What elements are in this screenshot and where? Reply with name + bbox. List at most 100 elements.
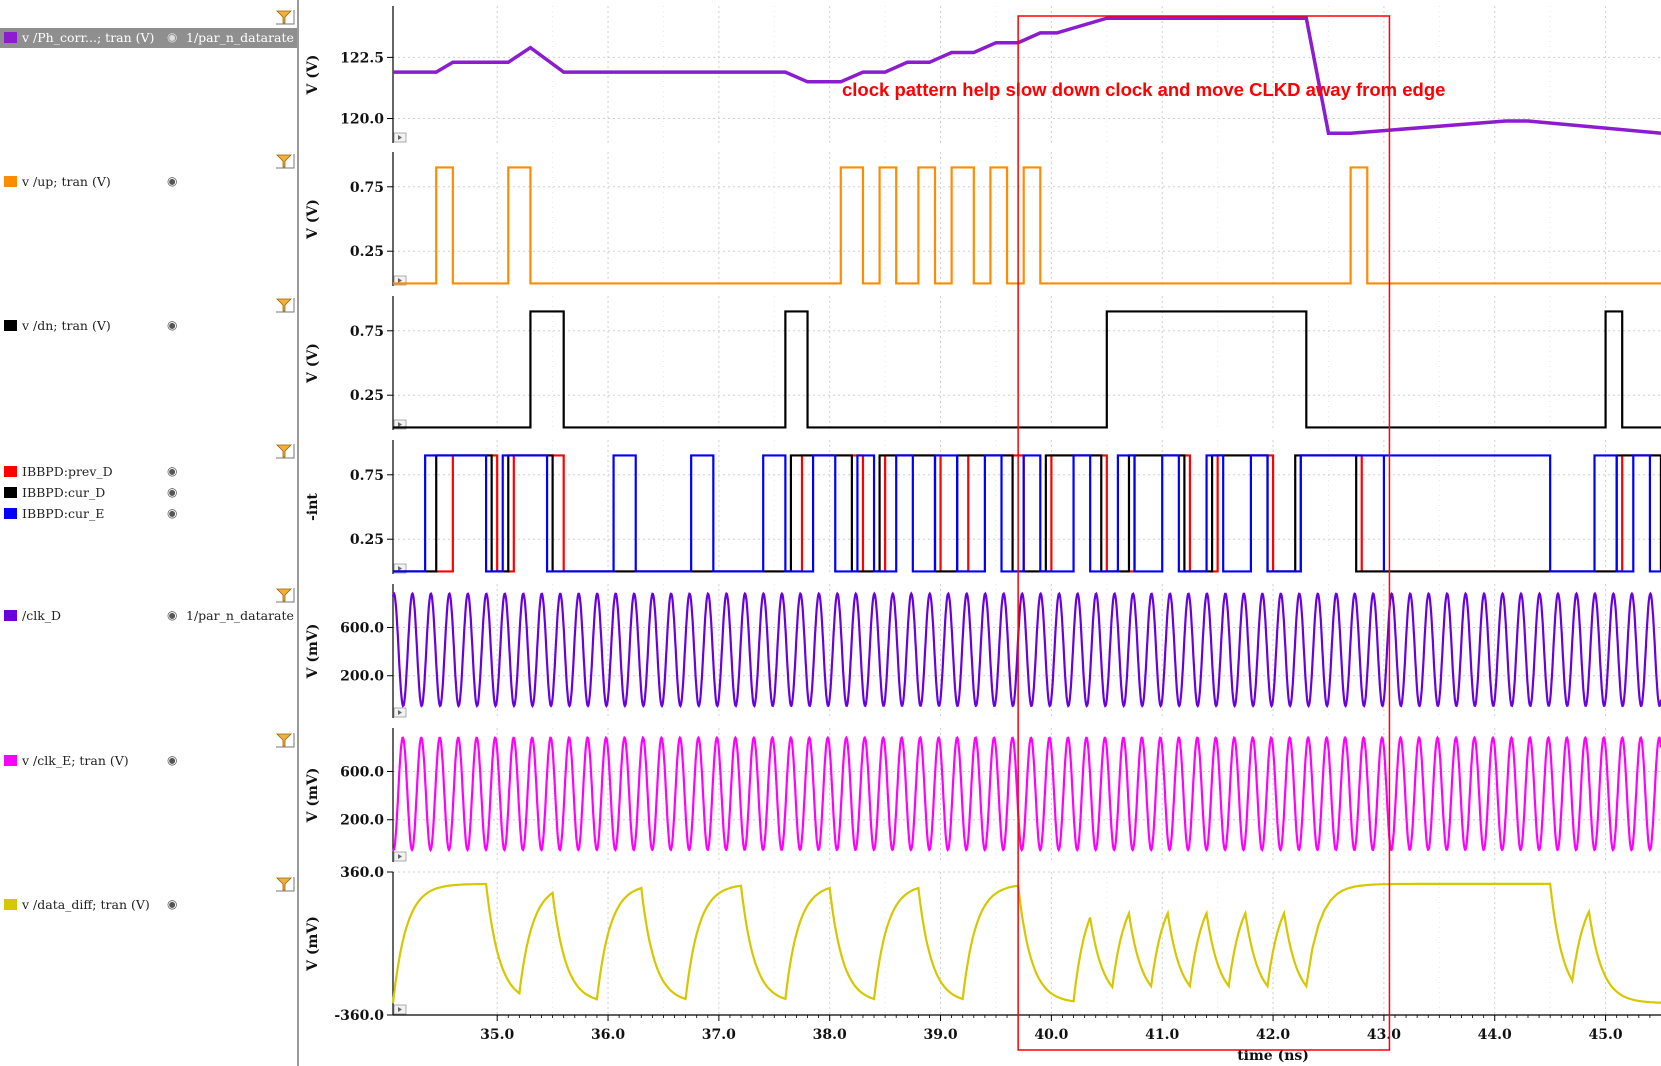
strip-expand-arrow (398, 710, 402, 715)
legend-trace-name: v /up; tran (V) (22, 174, 111, 189)
legend-color-swatch (4, 466, 17, 477)
y-tick-label: 0.25 (350, 532, 384, 548)
legend-entry[interactable]: v /up; tran (V) ◉ (0, 172, 297, 192)
legend-trace-name: v /data_diff; tran (V) (22, 897, 150, 912)
filter-funnel-icon[interactable] (275, 443, 295, 459)
y-tick-label: 120.0 (340, 112, 384, 128)
x-tick-label: 42.0 (1256, 1027, 1290, 1043)
x-tick-label: 36.0 (591, 1027, 625, 1043)
legend-color-swatch (4, 899, 17, 910)
x-tick-label: 37.0 (702, 1027, 736, 1043)
eye-icon[interactable]: ◉ (167, 485, 178, 499)
strip-expand-arrow (398, 135, 402, 140)
legend-trace-name: v /clk_E; tran (V) (22, 753, 129, 768)
legend-trace-name: /clk_D (22, 608, 62, 623)
y-tick-label: 600.0 (340, 620, 384, 636)
x-axis-label: time (ns) (1237, 1048, 1309, 1064)
legend-color-swatch (4, 487, 17, 498)
series-line-3-2 (393, 454, 1661, 573)
strip-4: 600.0 200.0 V (mV) (305, 584, 1661, 718)
x-tick-label: 45.0 (1589, 1027, 1623, 1043)
strip-3: 0.75 0.25 -int (305, 440, 1661, 574)
y-axis-label: V (mV) (305, 768, 321, 824)
x-tick-label: 39.0 (923, 1027, 957, 1043)
eye-icon[interactable]: ◉ (167, 318, 178, 332)
strip-expand-arrow (398, 566, 402, 571)
eye-icon[interactable]: ◉ (167, 506, 178, 520)
y-tick-label: 200.0 (340, 813, 384, 829)
y-tick-label: 0.75 (350, 324, 384, 340)
eye-icon[interactable]: ◉ (167, 608, 178, 622)
y-tick-label: 122.5 (340, 50, 384, 66)
series-line-2-0 (393, 310, 1661, 429)
legend-entry[interactable]: IBBPD:prev_D ◉ (0, 462, 297, 482)
strip-background (393, 296, 1661, 430)
strip-background (393, 152, 1661, 286)
filter-funnel-icon[interactable] (275, 9, 295, 25)
strip-expand-arrow (398, 422, 402, 427)
y-tick-label: 0.75 (350, 180, 384, 196)
filter-funnel-icon[interactable] (275, 732, 295, 748)
eye-icon[interactable]: ◉ (167, 30, 178, 44)
y-tick-label: 360.0 (340, 865, 384, 881)
legend-trace-name: v /Ph_corr...; tran (V) (22, 30, 155, 45)
eye-icon[interactable]: ◉ (167, 753, 178, 767)
strip-background (393, 440, 1661, 574)
annotation-text: clock pattern help slow down clock and m… (842, 79, 1445, 100)
y-tick-label: 200.0 (340, 669, 384, 685)
legend-entry[interactable]: IBBPD:cur_D ◉ (0, 483, 297, 503)
legend-entry[interactable]: v /data_diff; tran (V) ◉ (0, 895, 297, 915)
strip-background (393, 6, 1661, 143)
y-axis-label: V (mV) (305, 624, 321, 680)
legend-trace-name: v /dn; tran (V) (22, 318, 111, 333)
strip-expand-arrow (398, 278, 402, 283)
strip-0: 122.5 120.0 V (V) (305, 6, 1661, 143)
legend-color-swatch (4, 508, 17, 519)
y-tick-label: 0.25 (350, 388, 384, 404)
trace-legend-panel: v /Ph_corr...; tran (V) ◉ 1/par_n_datarate… (0, 0, 299, 1066)
filter-funnel-icon[interactable] (275, 876, 295, 892)
legend-entry[interactable]: /clk_D ◉ 1/par_n_datarate (0, 606, 297, 626)
y-axis-label: V (V) (305, 343, 321, 384)
y-axis-label: V (mV) (305, 916, 321, 972)
strip-expand-arrow (398, 1007, 402, 1012)
strip-1: 0.75 0.25 V (V) (305, 152, 1661, 286)
legend-transform-label: 1/par_n_datarate (186, 30, 294, 45)
strip-2: 0.75 0.25 V (V) (305, 296, 1661, 430)
legend-entry[interactable]: v /Ph_corr...; tran (V) ◉ 1/par_n_datarate (0, 28, 297, 48)
legend-color-swatch (4, 755, 17, 766)
filter-funnel-icon[interactable] (275, 587, 295, 603)
x-axis: 35.0 36.0 37.0 38.0 39.0 40.0 41.0 42.0 43.0 44.0… (393, 1014, 1661, 1064)
legend-color-swatch (4, 176, 17, 187)
y-tick-label: 0.75 (350, 468, 384, 484)
legend-trace-name: IBBPD:cur_E (22, 506, 105, 521)
legend-trace-name: IBBPD:prev_D (22, 464, 113, 479)
y-axis-label: V (V) (305, 199, 321, 240)
eye-icon[interactable]: ◉ (167, 464, 178, 478)
eye-icon[interactable]: ◉ (167, 174, 178, 188)
series-line-4-0 (391, 591, 1661, 709)
legend-color-swatch (4, 320, 17, 331)
filter-funnel-icon[interactable] (275, 297, 295, 313)
legend-entry[interactable]: IBBPD:cur_E ◉ (0, 504, 297, 524)
x-tick-label: 40.0 (1034, 1027, 1068, 1043)
x-tick-label: 41.0 (1145, 1027, 1179, 1043)
series-line-0-0 (393, 16, 1661, 135)
strip-6: 360.0 -360.0 V (mV) (305, 865, 1661, 1024)
eye-icon[interactable]: ◉ (167, 897, 178, 911)
legend-entry[interactable]: v /clk_E; tran (V) ◉ (0, 751, 297, 771)
y-tick-label: 600.0 (340, 764, 384, 780)
series-line-1-0 (393, 166, 1661, 285)
strip-expand-arrow (398, 854, 402, 859)
series-line-6-0 (391, 882, 1661, 1004)
y-axis-label: -int (305, 493, 321, 521)
legend-entry[interactable]: v /dn; tran (V) ◉ (0, 316, 297, 336)
filter-funnel-icon[interactable] (275, 153, 295, 169)
x-tick-label: 44.0 (1478, 1027, 1512, 1043)
annotation-box (1017, 15, 1391, 1051)
x-tick-label: 43.0 (1367, 1027, 1401, 1043)
y-tick-label: -360.0 (334, 1008, 384, 1024)
series-line-5-0 (392, 735, 1661, 853)
x-tick-label: 35.0 (480, 1027, 514, 1043)
